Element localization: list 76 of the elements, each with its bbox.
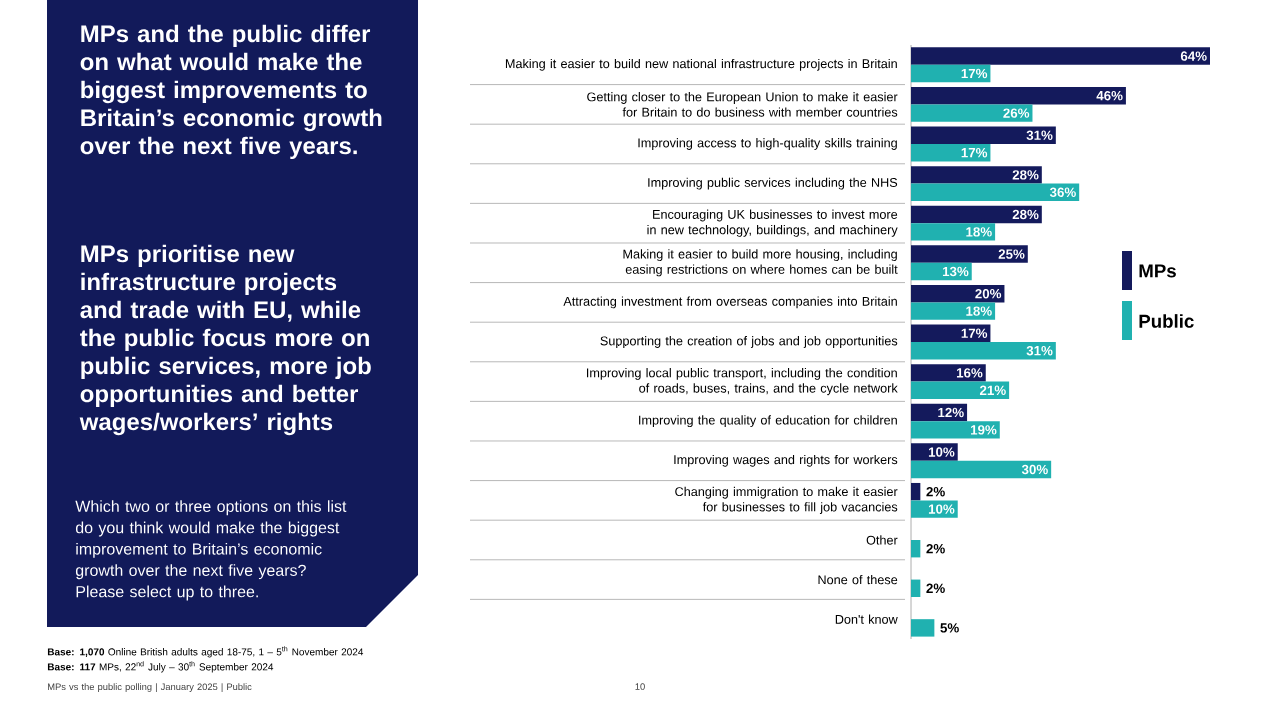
- data-label: 12%: [938, 407, 964, 418]
- bar: [911, 47, 1210, 65]
- text: MPs prioritise new infrastructure projects and trade with EU, while the public focus more on public services, more job opportunities and better wages/workers’ rights: [79, 244, 371, 436]
- legend-label: MPs: [1139, 264, 1176, 278]
- data-label: 31%: [1026, 345, 1053, 356]
- bar: [911, 482, 921, 501]
- y-tick-label: None of these: [818, 574, 898, 585]
- data-label: 18%: [966, 227, 992, 237]
- data-label: 64%: [1180, 51, 1207, 61]
- data-label: 18%: [966, 306, 992, 316]
- bar: [911, 302, 996, 320]
- text: Which two or three options on this list do you think would make the biggest improvement to Britain’s economic growth over the next five years? Please select up to three.: [75, 500, 347, 601]
- y-tick-label: Changing immigration to make it easier for businesses to fill job vacancies: [675, 486, 898, 514]
- data-label: 20%: [975, 288, 1002, 299]
- data-label: 17%: [961, 68, 988, 79]
- y-tick-label: Improving the quality of education for children: [639, 415, 897, 428]
- bar: [911, 539, 921, 558]
- bar: [911, 205, 1042, 224]
- y-tick-label: Improving public services including the NHS: [648, 177, 898, 190]
- bar: [911, 223, 996, 241]
- bar: [911, 341, 1056, 360]
- bar: [911, 143, 991, 162]
- data-label: 2%: [926, 486, 945, 497]
- bar: [911, 381, 1010, 400]
- data-label: 17%: [961, 148, 988, 158]
- text: MPs vs the public polling | January 2025 | Public: [48, 683, 252, 692]
- data-label: 31%: [1026, 130, 1053, 140]
- bar: [911, 324, 991, 342]
- bar: [911, 460, 1052, 479]
- y-tick-label: Don't know: [835, 614, 898, 624]
- y-tick-label: Improving wages and rights for workers: [674, 454, 898, 467]
- data-label: 21%: [979, 385, 1006, 395]
- data-label: 10%: [928, 447, 955, 457]
- data-label: 2%: [926, 543, 945, 554]
- data-label: 13%: [942, 266, 969, 277]
- y-tick-label: Supporting the creation of jobs and job opportunities: [600, 336, 898, 348]
- bar: [911, 443, 958, 461]
- bar: [911, 579, 921, 598]
- y-tick-label: Attracting investment from overseas companies into Britain: [563, 296, 897, 309]
- y-tick-label: Improving local public transport, including the condition of roads, buses, trains, and the cycle network: [587, 368, 898, 396]
- bar: [911, 166, 1042, 184]
- data-label: 16%: [956, 368, 983, 378]
- text: Base: 1,070 Online British adults aged 18-75, 1 – 5$^{th}$ November 2024: [47, 646, 364, 658]
- bar: [911, 421, 1000, 439]
- bar: [911, 500, 958, 518]
- data-label: 28%: [1012, 170, 1039, 180]
- data-label: 19%: [970, 425, 997, 435]
- data-label: 30%: [1021, 464, 1048, 475]
- data-label: 5%: [940, 623, 959, 633]
- data-label: 26%: [1003, 108, 1030, 118]
- data-label: 17%: [961, 328, 988, 338]
- data-label: 36%: [1049, 187, 1076, 198]
- bar: [911, 104, 1033, 122]
- data-label: 46%: [1096, 90, 1123, 101]
- y-tick-label: Getting closer to the European Union to make it easier for Britain to do business with member countries: [587, 92, 898, 117]
- data-label: 10%: [928, 504, 955, 514]
- data-label: 25%: [998, 249, 1025, 259]
- text: Base: 117 MPs, 22$^{nd}$ July – 30$^{th}$ September 2024: [47, 661, 274, 673]
- bar: [911, 364, 986, 382]
- bar: [911, 126, 1056, 144]
- text: 10: [635, 683, 645, 690]
- data-label: 28%: [1012, 209, 1039, 220]
- bar: [911, 245, 1028, 263]
- legend-label: Public: [1139, 314, 1194, 328]
- y-tick-label: Encouraging UK businesses to invest more in new technology, buildings, and machinery: [647, 209, 898, 237]
- bar: [911, 619, 935, 637]
- y-tick-label: Making it easier to build new national infrastructure projects in Britain: [505, 58, 897, 71]
- bar: [911, 183, 1080, 202]
- y-tick-label: Making it easier to build more housing, including easing restrictions on where homes can be built: [623, 249, 898, 277]
- data-label: 2%: [926, 583, 945, 593]
- y-tick-label: Other: [866, 535, 898, 545]
- text: MPs and the public differ on what would make the biggest improvements to Britain’s economic growth over the next five years.: [80, 24, 382, 160]
- bar: [911, 64, 991, 83]
- bar: [911, 86, 1126, 105]
- bar: [911, 284, 1005, 303]
- y-tick-label: Improving access to high-quality skills training: [638, 138, 897, 150]
